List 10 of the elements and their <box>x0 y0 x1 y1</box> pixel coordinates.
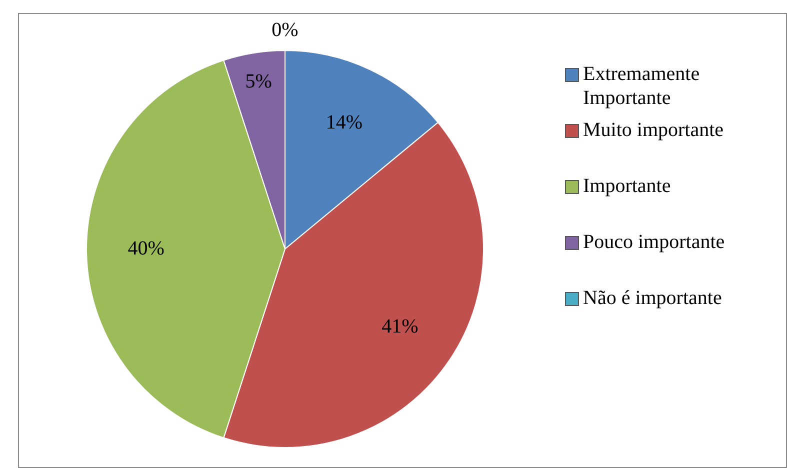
legend-label: Extremamente Importante <box>583 62 701 110</box>
text: 0% <box>272 18 298 41</box>
data-label: 14% <box>326 112 362 134</box>
legend-label: Muito importante <box>583 118 724 142</box>
legend-label: Pouco importante <box>583 230 725 254</box>
data-label: 40% <box>128 237 164 260</box>
data-label: 5% <box>245 70 272 93</box>
data-label: 41% <box>382 315 418 338</box>
legend-label: Não é importante <box>583 286 722 310</box>
legend-label: Importante <box>583 174 671 198</box>
